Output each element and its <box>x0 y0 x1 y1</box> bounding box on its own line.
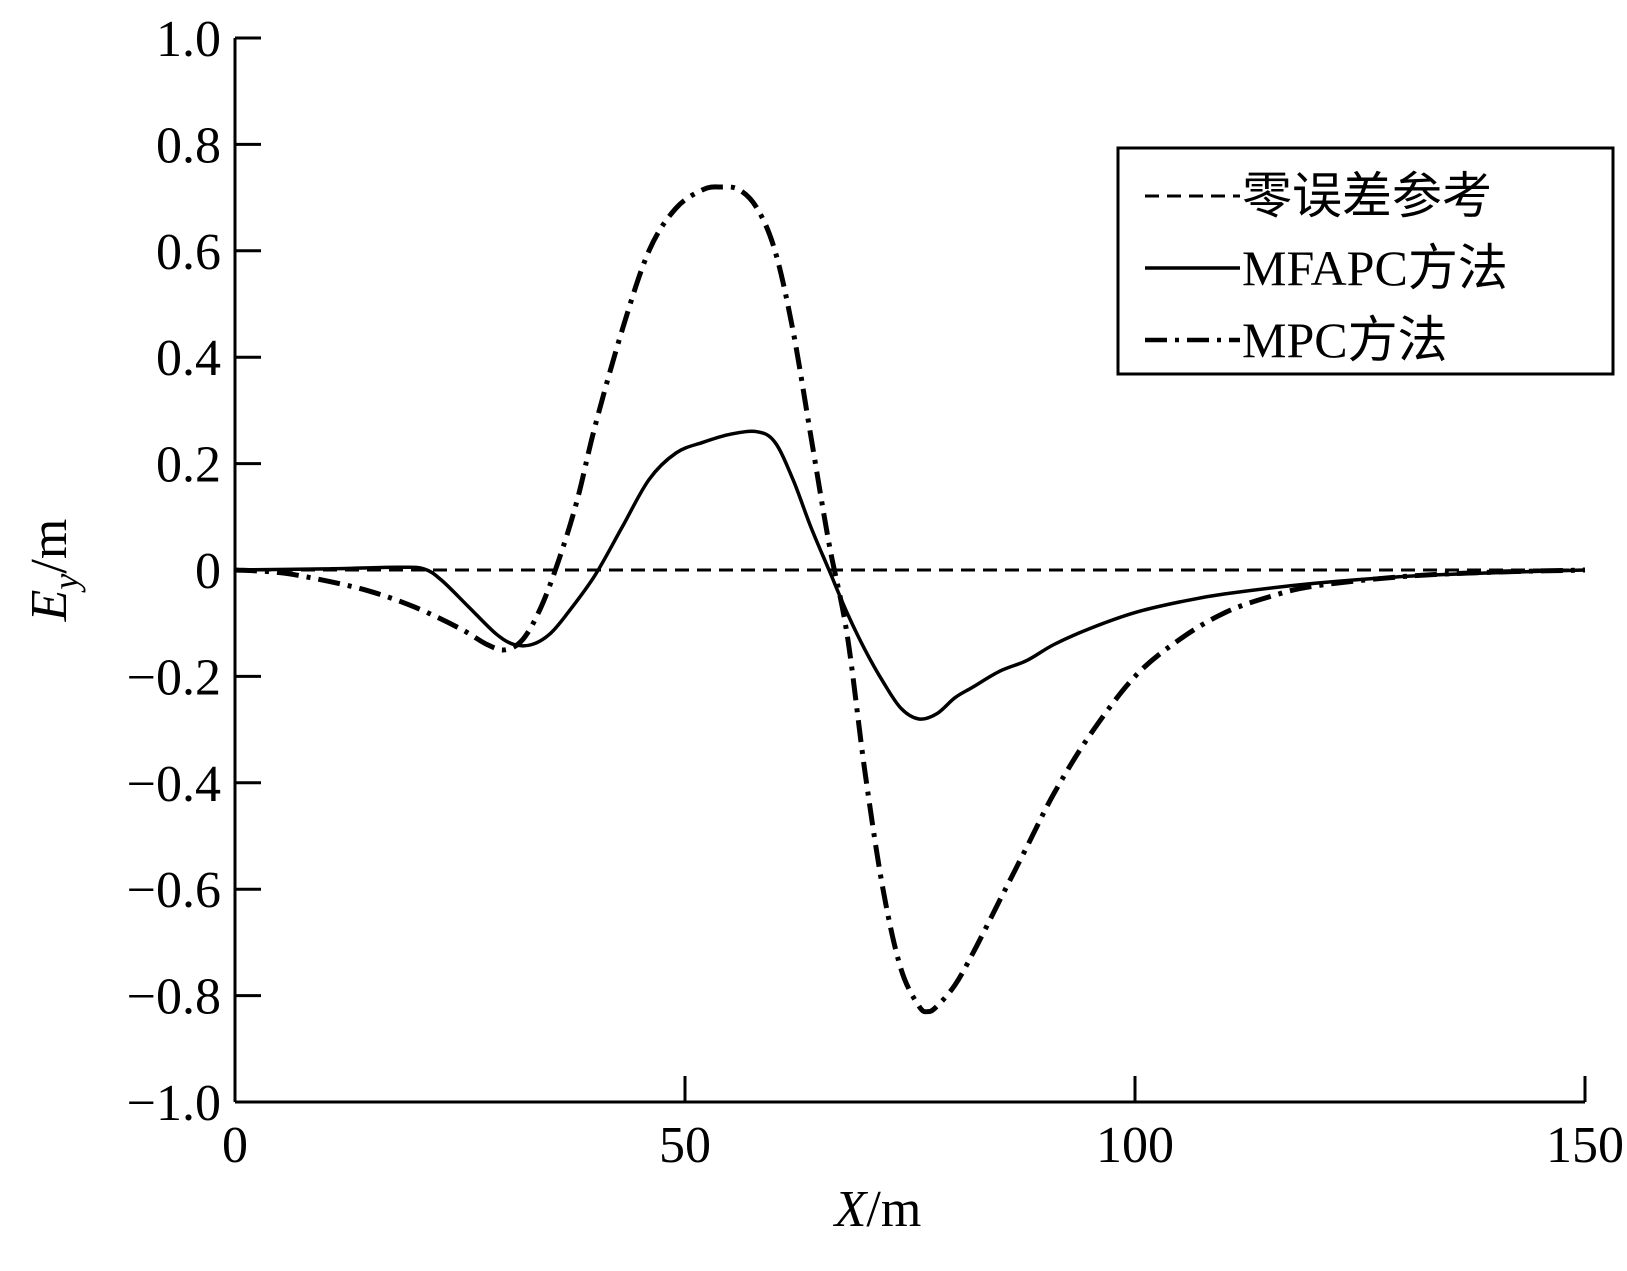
y-axis-label: Ey/m <box>21 519 86 623</box>
y-axis-label-var: E <box>21 590 78 623</box>
y-tick-label: 1.0 <box>156 11 221 68</box>
series-mfapc-line <box>234 429 1586 721</box>
legend-box <box>1116 146 1615 376</box>
x-axis-label: X/m <box>833 1181 922 1238</box>
y-tick-label: −0.2 <box>127 649 221 706</box>
y-tick-label: −0.8 <box>127 969 221 1026</box>
y-axis-label-sub: y <box>46 574 86 593</box>
series-mpc-line <box>234 184 1586 1015</box>
x-tick-label: 150 <box>1546 1117 1624 1174</box>
x-tick-label: 100 <box>1096 1117 1174 1174</box>
legend: 零误差参考 MFAPC方法 MPC方法 <box>1116 146 1615 376</box>
x-tick-label: 50 <box>659 1117 711 1174</box>
x-axis-ticks: 0 50 100 150 <box>222 1076 1624 1174</box>
legend-label-reference: 零误差参考 <box>1242 168 1492 224</box>
y-axis-label-unit: /m <box>21 519 78 574</box>
legend-label-mpc: MPC方法 <box>1242 312 1448 368</box>
y-tick-label: 0.4 <box>156 330 221 387</box>
series-layer <box>234 184 1586 1015</box>
y-tick-label: −1.0 <box>127 1075 221 1132</box>
y-tick-label: 0 <box>195 543 221 600</box>
y-tick-label: −0.6 <box>127 862 221 919</box>
legend-label-mfapc: MFAPC方法 <box>1242 240 1508 296</box>
x-axis-label-var: X <box>833 1181 869 1238</box>
y-tick-label: −0.4 <box>127 756 221 813</box>
x-axis-label-unit: /m <box>866 1181 921 1238</box>
y-tick-label: 0.8 <box>156 117 221 174</box>
x-tick-label: 0 <box>222 1117 248 1174</box>
y-tick-label: 0.2 <box>156 437 221 494</box>
y-tick-label: 0.6 <box>156 224 221 281</box>
